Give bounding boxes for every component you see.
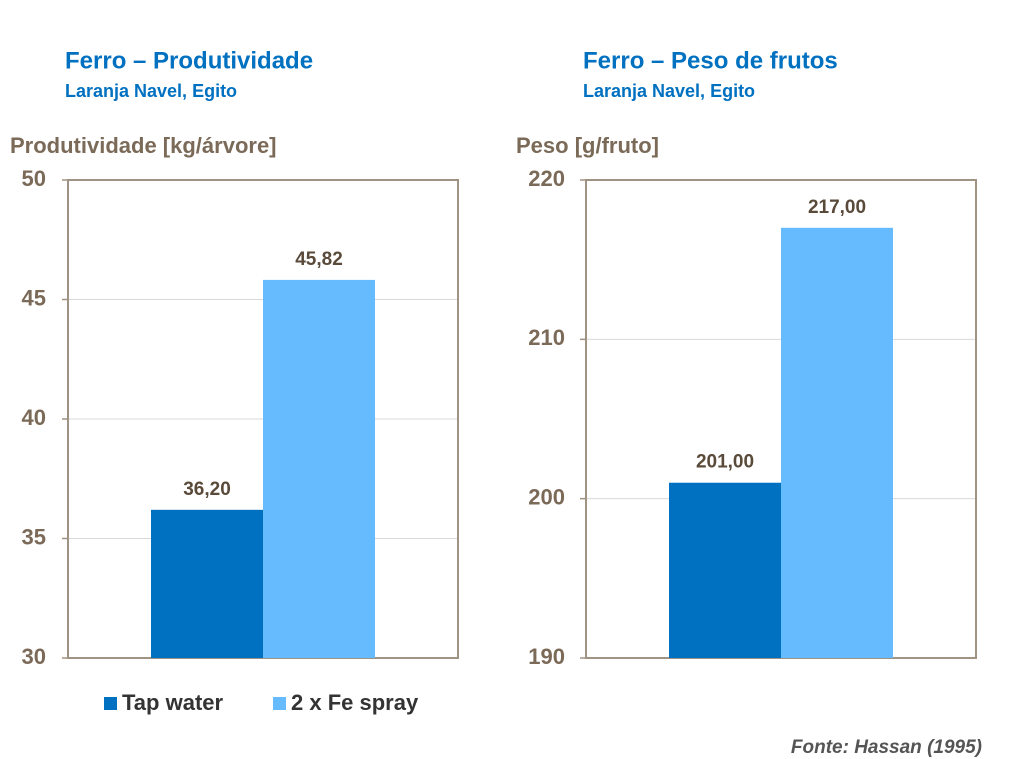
y-tick-label: 220 bbox=[528, 166, 565, 191]
chart-subtitle: Laranja Navel, Egito bbox=[583, 81, 755, 101]
bar bbox=[151, 509, 263, 658]
data-label: 217,00 bbox=[808, 197, 866, 218]
legend-swatch bbox=[273, 697, 286, 710]
y-tick-label: 200 bbox=[528, 484, 565, 509]
data-label: 201,00 bbox=[696, 452, 754, 473]
data-label: 45,82 bbox=[295, 249, 343, 270]
chart-title: Ferro – Peso de frutos bbox=[583, 47, 838, 74]
y-axis-label: Peso [g/fruto] bbox=[516, 133, 659, 158]
y-axis-label: Produtividade [kg/árvore] bbox=[10, 133, 277, 158]
chart-subtitle: Laranja Navel, Egito bbox=[65, 81, 237, 101]
y-tick-label: 35 bbox=[22, 524, 46, 549]
data-label: 36,20 bbox=[183, 479, 231, 500]
legend-label: 2 x Fe spray bbox=[291, 690, 419, 715]
y-tick-label: 210 bbox=[528, 325, 565, 350]
legend-swatch bbox=[104, 697, 117, 710]
y-tick-label: 40 bbox=[22, 405, 46, 430]
y-tick-label: 50 bbox=[22, 166, 46, 191]
y-tick-label: 190 bbox=[528, 644, 565, 669]
chart-title: Ferro – Produtividade bbox=[65, 47, 313, 74]
source: Fonte: Hassan (1995) bbox=[791, 737, 982, 758]
y-tick-label: 45 bbox=[22, 285, 46, 310]
legend-label: Tap water bbox=[122, 690, 224, 715]
y-tick-label: 30 bbox=[22, 644, 46, 669]
bar bbox=[669, 482, 781, 658]
bar bbox=[263, 279, 375, 658]
bar bbox=[781, 227, 893, 659]
